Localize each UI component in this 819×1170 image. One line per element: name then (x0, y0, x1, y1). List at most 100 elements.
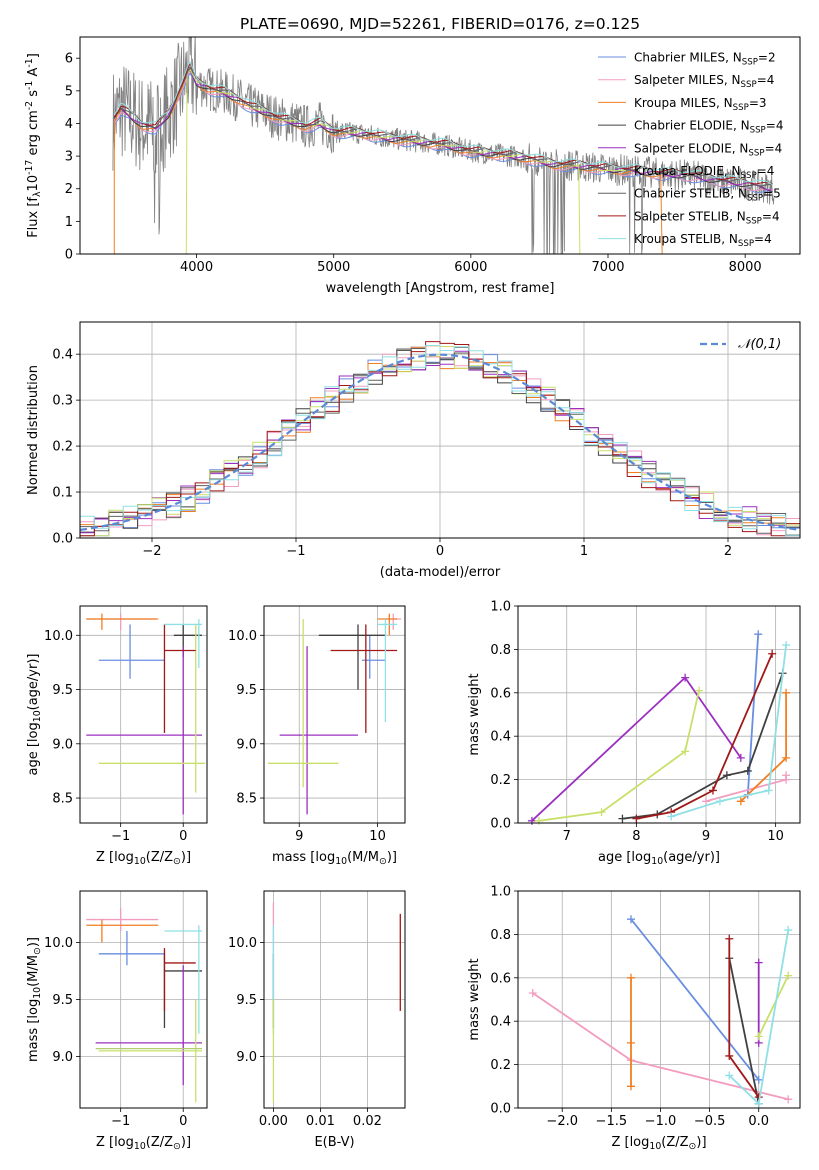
x-tick-label: 0 (436, 544, 444, 559)
y-tick-label: 0.1 (52, 486, 73, 501)
y-tick-label: 0 (65, 248, 73, 263)
legend-entry: Chabrier ELODIE, NSSP=4 (634, 119, 783, 136)
weight-point-marker (632, 814, 641, 823)
weight-point-marker (782, 688, 791, 697)
error-cross (86, 646, 202, 815)
y-tick-label: 6 (65, 52, 73, 67)
weight-point-marker (528, 988, 537, 997)
x-tick-label: 9 (295, 829, 303, 844)
y-tick-label: 9.0 (236, 1050, 257, 1065)
x-tick-label: −1 (111, 829, 130, 844)
panel-mass-weight-vs-Z: −2.0 −1.5 −1.0 −0.5 0.0 0.0 0.2 0.4 0.6 0.8 1.0 Z [… (467, 885, 801, 1152)
model-spectrum (185, 69, 581, 254)
legend-entry: Chabrier STELIB, NSSP=5 (634, 187, 781, 204)
histogram-series (80, 341, 800, 537)
y-tick-label: 0.2 (490, 1058, 511, 1073)
weight-point-marker (681, 673, 690, 682)
x-axis-label: Z [log10(Z/Z⊙)] (96, 850, 191, 867)
weight-point-marker (743, 766, 752, 775)
weight-point-marker (784, 1095, 793, 1104)
legend-entry: Salpeter ELODIE, NSSP=4 (634, 141, 782, 158)
x-tick-label: 2 (724, 544, 732, 559)
x-tick-label: 0 (179, 829, 187, 844)
x-tick-label: 1 (580, 544, 588, 559)
y-tick-label: 0.3 (52, 394, 73, 409)
axes-frame (79, 36, 801, 255)
error-cross (163, 948, 196, 1011)
weight-point-marker (736, 753, 745, 762)
y-tick-label: 0.0 (490, 1102, 511, 1117)
x-tick-label: 0.00 (259, 1114, 288, 1129)
panel-mass-vs-Z: −1 0 9.0 9.5 10.0 Z [log10(Z/Z⊙)] mass [log10(… (26, 890, 208, 1152)
y-tick-label: 0.6 (490, 686, 511, 701)
y-tick-label: 4 (65, 117, 73, 132)
weight-point-marker (715, 797, 724, 806)
y-tick-label: 0.2 (490, 773, 511, 788)
error-cross (267, 619, 339, 788)
y-tick-label: 9.5 (236, 993, 257, 1008)
y-tick-label: 0.8 (490, 928, 511, 943)
legend-entry: Salpeter STELIB, NSSP=4 (634, 209, 780, 226)
y-tick-label: 10.0 (44, 629, 73, 644)
weight-point-marker (782, 753, 791, 762)
x-tick-label: 10 (767, 829, 784, 844)
x-tick-label: 0.0 (748, 1114, 769, 1129)
error-cross (86, 908, 159, 931)
error-cross (98, 624, 165, 679)
y-tick-label: 0.0 (52, 532, 73, 547)
weight-point-marker (725, 1051, 734, 1060)
weight-point-marker (768, 649, 777, 658)
weight-point-marker (725, 934, 734, 943)
error-cross (86, 919, 159, 943)
model-spectrum (113, 65, 773, 187)
x-tick-label: 7 (563, 829, 571, 844)
weight-series-line (670, 644, 787, 818)
error-cross (330, 624, 398, 733)
y-tick-label: 10.0 (228, 936, 257, 951)
error-cross (95, 965, 202, 1086)
y-tick-label: 9.0 (52, 1050, 73, 1065)
weight-point-marker (754, 958, 763, 967)
error-cross (163, 624, 196, 733)
weight-point-marker (708, 786, 717, 795)
spectrum-plot (112, 37, 775, 254)
legend: 𝒩(0,1) (700, 337, 781, 352)
x-tick-label: 4000 (180, 260, 213, 275)
y-axis-label: mass weight (467, 673, 482, 755)
y-axis-label: Flux [fλ10-17 erg cm-2 s-1 A-1] (24, 53, 43, 238)
weight-point-marker (782, 641, 791, 650)
legend-entry: Salpeter MILES, NSSP=4 (634, 73, 774, 90)
x-axis-label: (data-model)/error (380, 565, 501, 580)
y-tick-label: 0.8 (490, 643, 511, 658)
weight-point-marker (754, 1032, 763, 1041)
x-tick-label: 0.01 (306, 1114, 335, 1129)
crosses (86, 908, 202, 1103)
weight-point-marker (626, 915, 635, 924)
weight-series-line (538, 690, 700, 822)
y-tick-label: 8.5 (236, 792, 257, 807)
weight-point-marker (626, 1082, 635, 1091)
y-tick-label: 9.0 (236, 737, 257, 752)
weight-point-marker (784, 926, 793, 935)
x-tick-label: −2 (142, 544, 161, 559)
weight-point-marker (702, 797, 710, 806)
y-axis-label: Normed distribution (26, 365, 41, 495)
weight-point-marker (626, 1038, 635, 1047)
panel-spectrum: 4000 5000 6000 7000 8000 0 1 2 3 4 5 6 wavelength [A… (24, 15, 801, 296)
x-axis-label: wavelength [Angstrom, rest frame] (326, 281, 555, 296)
panel-mass-vs-EBV: 0.00 0.01 0.02 9.0 9.5 10.0 E(B-V) (228, 890, 406, 1150)
error-cross (164, 925, 202, 1034)
x-tick-label: 0 (179, 1114, 187, 1129)
legend-entry: Chabrier MILES, NSSP=2 (634, 51, 776, 68)
x-axis-label: E(B-V) (314, 1135, 354, 1150)
x-tick-label: 8 (632, 829, 640, 844)
legend-entry: Kroupa MILES, NSSP=3 (634, 96, 767, 113)
x-tick-label: −0.5 (694, 1114, 726, 1129)
x-axis-label: Z [log10(Z/Z⊙)] (96, 1135, 191, 1152)
y-tick-label: 9.5 (52, 993, 73, 1008)
histogram-series (80, 348, 800, 536)
model-spectrum (113, 62, 773, 185)
error-cross (98, 930, 165, 966)
axes-frame (517, 890, 801, 1109)
